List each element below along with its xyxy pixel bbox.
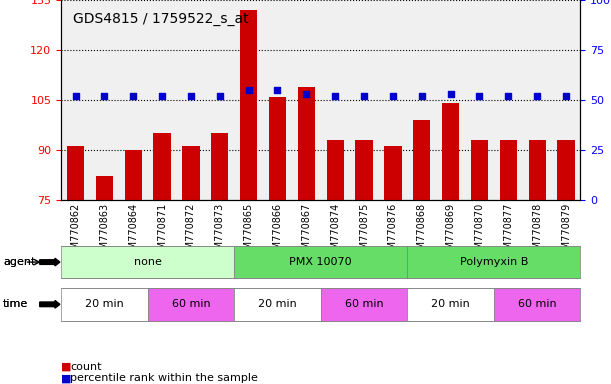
Bar xyxy=(529,140,546,384)
Text: ■: ■ xyxy=(61,362,71,372)
Text: agent: agent xyxy=(3,257,35,267)
Bar xyxy=(500,140,517,384)
Text: 60 min: 60 min xyxy=(172,299,210,310)
Bar xyxy=(211,133,229,384)
Text: 20 min: 20 min xyxy=(85,299,124,310)
Bar xyxy=(471,140,488,384)
Bar xyxy=(125,150,142,384)
Text: 60 min: 60 min xyxy=(345,299,383,310)
Point xyxy=(359,93,369,99)
Bar xyxy=(153,133,170,384)
Point xyxy=(532,93,542,99)
Bar xyxy=(384,146,401,384)
Text: Polymyxin B: Polymyxin B xyxy=(459,257,528,267)
Point xyxy=(244,87,254,93)
Point xyxy=(417,93,426,99)
Bar xyxy=(240,10,257,384)
Text: 60 min: 60 min xyxy=(518,299,557,310)
Bar xyxy=(356,140,373,384)
Point xyxy=(215,93,225,99)
Text: percentile rank within the sample: percentile rank within the sample xyxy=(70,373,258,383)
Text: time: time xyxy=(3,299,28,310)
Point xyxy=(128,93,138,99)
Text: none: none xyxy=(134,257,161,267)
Bar xyxy=(557,140,575,384)
Point xyxy=(301,91,311,97)
Point xyxy=(388,93,398,99)
Bar xyxy=(298,86,315,384)
Bar xyxy=(442,103,459,384)
Bar xyxy=(269,96,286,384)
Bar xyxy=(67,146,84,384)
Point xyxy=(186,93,196,99)
Bar xyxy=(326,140,344,384)
Text: GDS4815 / 1759522_s_at: GDS4815 / 1759522_s_at xyxy=(73,12,249,25)
Point xyxy=(561,93,571,99)
Text: PMX 10070: PMX 10070 xyxy=(290,257,352,267)
Point xyxy=(331,93,340,99)
Text: ■: ■ xyxy=(61,373,71,383)
Point xyxy=(503,93,513,99)
Point xyxy=(445,91,455,97)
Point xyxy=(100,93,109,99)
Text: 20 min: 20 min xyxy=(431,299,470,310)
Point xyxy=(71,93,81,99)
Text: 20 min: 20 min xyxy=(258,299,297,310)
Point xyxy=(273,87,282,93)
Text: count: count xyxy=(70,362,102,372)
Point xyxy=(475,93,485,99)
Point xyxy=(157,93,167,99)
Bar xyxy=(96,176,113,384)
Text: agent: agent xyxy=(3,257,35,267)
Bar xyxy=(413,120,430,384)
Text: time: time xyxy=(3,299,28,310)
Bar xyxy=(182,146,200,384)
